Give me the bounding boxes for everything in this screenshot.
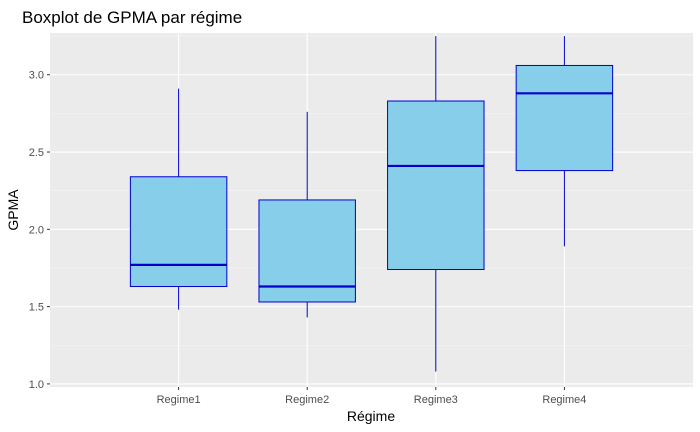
chart-title: Boxplot de GPMA par régime <box>22 8 242 27</box>
box-Regime3 <box>387 36 485 372</box>
y-axis-ticks: 1.0 1.5 2.0 2.5 3.0 <box>29 70 50 391</box>
box-Regime4 <box>515 36 614 247</box>
iqr-box-Regime3 <box>387 100 485 271</box>
x-tick-label-Regime3: Regime3 <box>414 394 458 406</box>
x-axis-title: Régime <box>347 408 395 424</box>
y-axis-title: GPMA <box>5 189 21 231</box>
iqr-box-Regime4 <box>515 64 614 172</box>
y-tick-label-3: 2.5 <box>29 147 44 159</box>
iqr-box-Regime2 <box>258 199 356 303</box>
box-Regime2 <box>258 111 356 318</box>
y-tick-label-4: 3.0 <box>29 70 44 82</box>
y-tick-label-1: 1.5 <box>29 302 44 314</box>
y-tick-label-0: 1.0 <box>29 379 44 391</box>
x-tick-label-Regime4: Regime4 <box>542 394 586 406</box>
y-tick-label-2: 2.0 <box>29 224 44 236</box>
iqr-box-Regime1 <box>129 176 228 288</box>
boxes-group <box>129 36 614 372</box>
x-tick-label-Regime1: Regime1 <box>157 394 201 406</box>
x-axis-ticks: Regime1 Regime2 Regime3 Regime4 <box>157 387 586 406</box>
box-Regime1 <box>129 88 228 310</box>
x-tick-label-Regime2: Regime2 <box>285 394 329 406</box>
